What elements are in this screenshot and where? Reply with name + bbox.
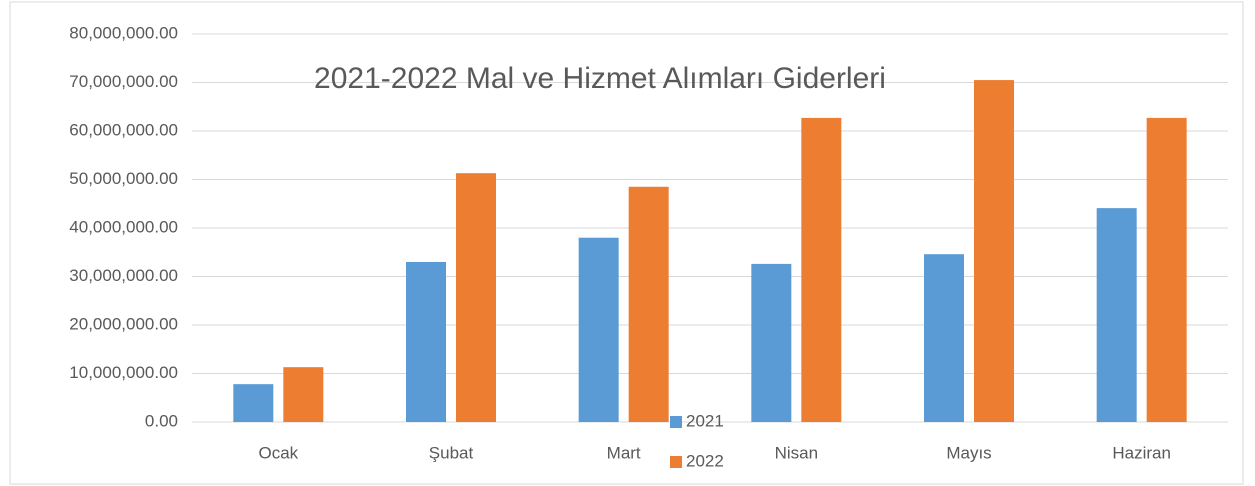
x-tick-label: Mayıs — [946, 443, 991, 462]
chart-title: 2021-2022 Mal ve Hizmet Alımları Giderle… — [314, 62, 886, 95]
x-tick-label: Nisan — [775, 443, 818, 462]
y-tick-label: 30,000,000.00 — [69, 266, 178, 285]
bar — [801, 117, 842, 422]
y-tick-label: 0.00 — [145, 411, 178, 430]
y-tick-label: 10,000,000.00 — [69, 363, 178, 382]
bar — [751, 263, 792, 422]
x-tick-label: Ocak — [258, 443, 298, 462]
y-tick-label: 50,000,000.00 — [69, 169, 178, 188]
bar — [924, 254, 964, 422]
y-tick-label: 40,000,000.00 — [69, 217, 178, 236]
x-tick-label: Mart — [607, 443, 641, 462]
bar — [974, 80, 1014, 422]
y-tick-label: 20,000,000.00 — [69, 314, 178, 333]
x-tick-label: Şubat — [429, 443, 474, 462]
legend-label: 2022 — [686, 451, 724, 470]
bar — [456, 173, 496, 422]
bar — [628, 186, 669, 422]
y-tick-label: 70,000,000.00 — [69, 72, 178, 91]
y-tick-label: 60,000,000.00 — [69, 120, 178, 139]
bar — [233, 384, 274, 422]
x-tick-label: Haziran — [1112, 443, 1171, 462]
bar — [406, 261, 446, 422]
legend-swatch — [670, 416, 682, 428]
legend-swatch — [670, 456, 682, 468]
legend-label: 2021 — [686, 411, 724, 430]
bar — [1146, 117, 1187, 422]
bar — [283, 367, 324, 422]
bar — [578, 237, 619, 422]
bar — [1096, 208, 1137, 422]
y-tick-label: 80,000,000.00 — [69, 23, 178, 42]
